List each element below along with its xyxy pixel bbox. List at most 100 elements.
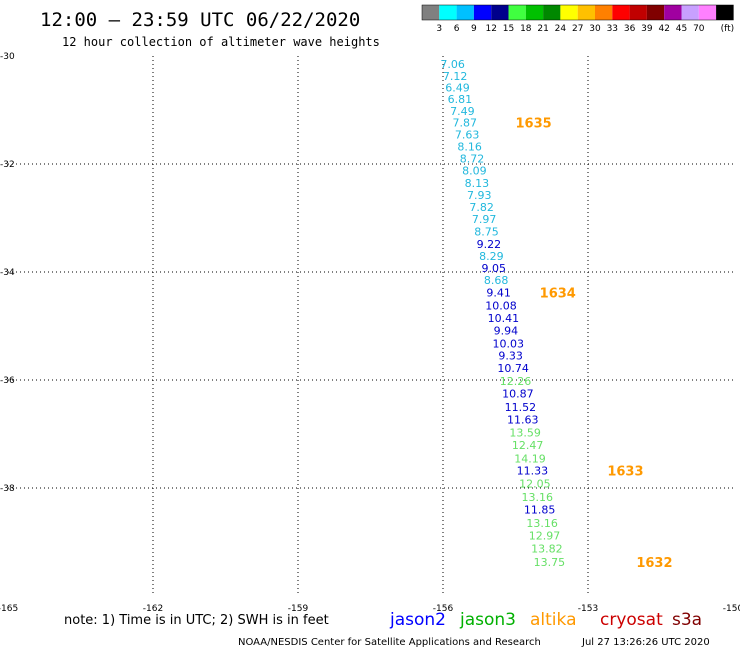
wave-height-label: 7.97 bbox=[472, 213, 497, 226]
color-swatch bbox=[681, 5, 699, 20]
wave-height-label: 9.41 bbox=[486, 287, 511, 300]
y-tick-label: -36 bbox=[0, 376, 15, 386]
wave-height-label: 7.49 bbox=[450, 105, 475, 118]
wave-height-label: 7.87 bbox=[453, 116, 478, 129]
timestamp-text: Jul 27 13:26:26 UTC 2020 bbox=[581, 637, 710, 648]
wave-height-label: 10.03 bbox=[493, 337, 525, 350]
color-scale-label: 21 bbox=[537, 24, 548, 34]
satellite-legend-cryosat: cryosat bbox=[600, 610, 663, 630]
color-swatch bbox=[456, 5, 474, 20]
wave-height-label: 14.19 bbox=[514, 452, 546, 465]
color-scale-label: 39 bbox=[641, 24, 653, 34]
credit-text: NOAA/NESDIS Center for Satellite Applica… bbox=[238, 637, 541, 648]
wave-height-label: 11.85 bbox=[524, 504, 556, 517]
wave-height-label: 10.08 bbox=[485, 299, 517, 312]
wave-height-label: 13.75 bbox=[534, 556, 566, 569]
wave-height-label: 8.29 bbox=[479, 250, 504, 263]
y-tick-label: -38 bbox=[0, 484, 15, 494]
wave-height-label: 8.75 bbox=[474, 226, 499, 239]
wave-height-label: 11.33 bbox=[517, 465, 549, 478]
wave-height-label: 6.81 bbox=[448, 93, 473, 106]
color-scale-frame bbox=[421, 4, 734, 21]
wave-height-label: 9.22 bbox=[477, 238, 502, 251]
wave-height-label: 8.68 bbox=[484, 274, 509, 287]
color-swatch bbox=[612, 5, 630, 20]
satellite-legend-s3a: s3a bbox=[672, 610, 702, 630]
x-tick-label: -165 bbox=[0, 604, 18, 614]
color-scale-label: 45 bbox=[676, 24, 687, 34]
color-swatch bbox=[508, 5, 526, 20]
color-swatch bbox=[422, 5, 440, 20]
page-subtitle: 12 hour collection of altimeter wave hei… bbox=[62, 35, 380, 49]
color-scale-label: 33 bbox=[607, 24, 618, 34]
wave-height-label: 10.74 bbox=[497, 362, 529, 375]
color-swatch bbox=[439, 5, 457, 20]
wave-height-label: 8.09 bbox=[462, 164, 487, 177]
color-swatch bbox=[525, 5, 544, 20]
wave-height-label: 12.05 bbox=[519, 478, 551, 491]
color-scale-label: 9 bbox=[471, 24, 477, 34]
x-tick-label: -159 bbox=[288, 604, 309, 614]
wave-height-label: 10.87 bbox=[502, 388, 534, 401]
x-tick-label: -162 bbox=[143, 604, 163, 614]
wave-height-label: 8.72 bbox=[460, 153, 485, 166]
wave-height-label: 7.06 bbox=[440, 58, 465, 71]
x-tick-label: -150 bbox=[723, 604, 740, 614]
lat-lon-grid bbox=[8, 56, 733, 596]
color-swatch bbox=[577, 5, 595, 20]
color-swatch bbox=[664, 5, 682, 20]
wave-height-label: 7.12 bbox=[443, 70, 468, 83]
wave-height-label: 8.16 bbox=[457, 141, 482, 154]
wave-height-label: 8.13 bbox=[465, 177, 490, 190]
wave-height-label: 6.49 bbox=[445, 81, 470, 94]
note-text: note: 1) Time is in UTC; 2) SWH is in fe… bbox=[64, 613, 329, 628]
wave-height-label: 13.16 bbox=[526, 517, 558, 530]
color-scale-label: 24 bbox=[555, 24, 567, 34]
page-title: 12:00 – 23:59 UTC 06/22/2020 bbox=[40, 9, 360, 31]
color-swatch bbox=[629, 5, 647, 20]
wave-height-label: 13.82 bbox=[531, 542, 563, 555]
color-scale-unit: (ft) bbox=[721, 24, 735, 34]
wave-height-label: 11.63 bbox=[507, 413, 539, 426]
wave-height-label: 7.82 bbox=[469, 201, 494, 214]
wave-height-label: 7.93 bbox=[467, 189, 492, 202]
wave-height-label: 13.16 bbox=[522, 491, 554, 504]
color-swatch bbox=[491, 5, 509, 20]
satellite-legend: jason2 jason3 altika cryosat s3a bbox=[389, 610, 702, 630]
color-swatch bbox=[473, 5, 492, 20]
y-tick-label: -34 bbox=[0, 268, 15, 278]
wave-height-label: 12.97 bbox=[529, 530, 561, 543]
pass-time-labels: 1635 1634 1633 1632 bbox=[516, 116, 673, 571]
axes: -165 -162 -159 -156 -153 -150 -30 -32 -34 -36 -38 bbox=[0, 52, 740, 614]
color-swatch bbox=[646, 5, 665, 20]
wave-height-values: 7.067.126.496.817.497.877.638.168.728.09… bbox=[440, 58, 565, 569]
wave-height-label: 10.41 bbox=[488, 312, 520, 325]
color-scale-label: 36 bbox=[624, 24, 636, 34]
x-tick-label: -156 bbox=[433, 604, 454, 614]
wave-height-label: 9.33 bbox=[498, 350, 523, 363]
pass-time-label: 1634 bbox=[540, 287, 576, 302]
color-swatch bbox=[543, 5, 561, 20]
satellite-legend-jason2: jason2 bbox=[389, 610, 446, 630]
satellite-legend-altika: altika bbox=[530, 610, 577, 630]
wave-height-label: 12.26 bbox=[500, 375, 532, 388]
wave-height-label: 13.59 bbox=[509, 426, 541, 439]
color-swatch bbox=[560, 5, 578, 20]
color-swatch bbox=[595, 5, 613, 20]
color-scale-label: 12 bbox=[485, 24, 496, 34]
color-scale-label: 70 bbox=[693, 24, 705, 34]
color-scale-label: 27 bbox=[572, 24, 583, 34]
pass-time-label: 1632 bbox=[636, 556, 672, 571]
color-scale-label: 30 bbox=[589, 24, 601, 34]
color-scale-label: 42 bbox=[658, 24, 669, 34]
wave-height-label: 11.52 bbox=[505, 401, 537, 414]
y-tick-label: -32 bbox=[0, 160, 15, 170]
color-scale-legend: 3 6 9 12 15 18 21 24 27 30 33 36 39 42 45 70 (ft) bbox=[421, 4, 735, 34]
color-scale-label: 18 bbox=[520, 24, 532, 34]
color-swatch bbox=[716, 5, 734, 20]
x-tick-label: -153 bbox=[578, 604, 598, 614]
pass-time-label: 1635 bbox=[516, 116, 552, 131]
color-scale-label: 15 bbox=[503, 24, 514, 34]
wave-height-label: 9.94 bbox=[494, 324, 519, 337]
